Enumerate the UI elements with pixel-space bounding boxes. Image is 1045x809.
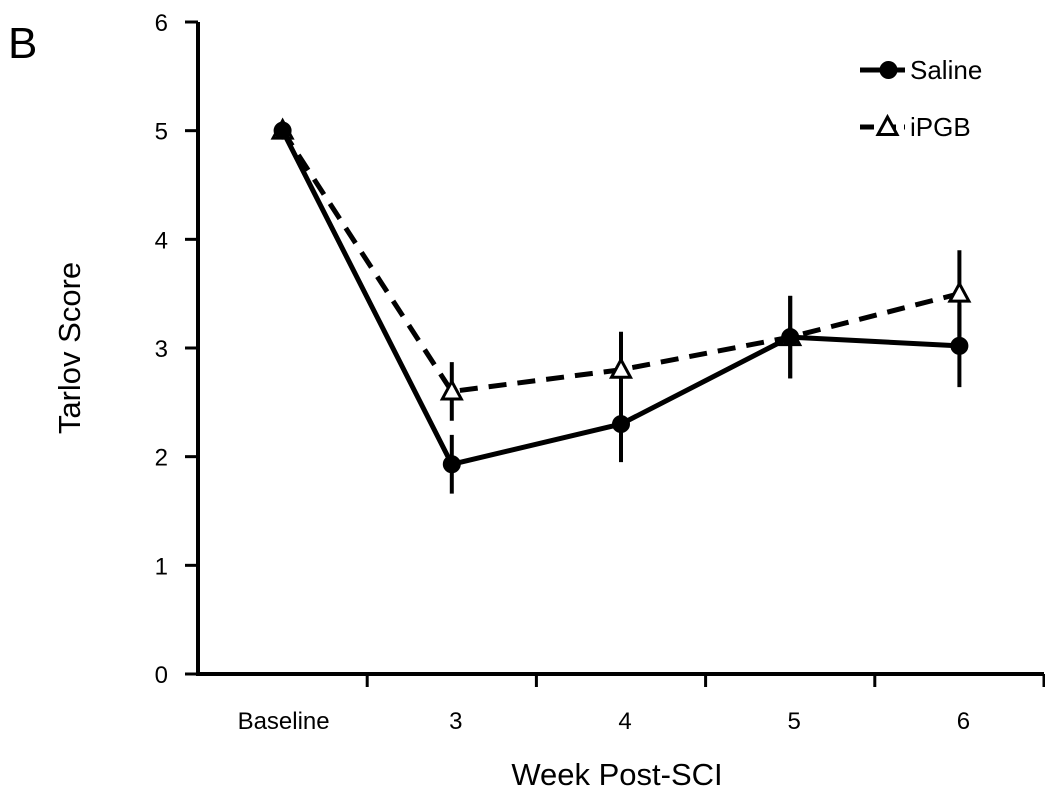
series-layer <box>270 117 972 494</box>
x-axis-title: Week Post-SCI <box>511 757 722 792</box>
y-tick-label: 0 <box>155 662 168 689</box>
x-tick-label: 6 <box>957 708 970 735</box>
y-tick-label: 1 <box>155 553 168 580</box>
data-point <box>612 415 630 434</box>
data-point <box>781 328 800 347</box>
y-tick-label: 4 <box>155 227 168 254</box>
y-tick-label: 5 <box>155 119 168 146</box>
data-point <box>273 121 292 140</box>
panel-label: B <box>8 19 37 68</box>
y-tick-label: 3 <box>155 336 168 363</box>
data-point <box>947 280 972 303</box>
series-points-saline <box>273 121 969 474</box>
legend-entry-saline: Saline <box>860 55 982 85</box>
x-tick-label: Baseline <box>238 708 330 735</box>
x-axis-ticks: Baseline 3 4 5 6 <box>238 674 1045 735</box>
y-axis-ticks: 0 1 2 3 4 5 6 <box>155 10 198 689</box>
data-point <box>608 356 634 379</box>
data-point <box>439 378 464 401</box>
error-bars-ipgb <box>449 250 962 421</box>
y-tick-label: 2 <box>155 445 168 472</box>
error-bars-saline <box>449 295 962 494</box>
data-point <box>442 455 461 474</box>
data-point <box>875 113 900 136</box>
series-points-ipgb <box>270 117 972 401</box>
y-tick-label: 6 <box>155 10 168 37</box>
legend-entry-ipgb: iPGB <box>860 112 971 142</box>
y-axis-title: Tarlov Score <box>52 262 87 434</box>
legend-label: Saline <box>910 55 982 85</box>
legend-label: iPGB <box>910 112 971 142</box>
x-tick-label: 5 <box>788 708 801 735</box>
x-tick-label: 4 <box>618 708 631 735</box>
data-point <box>950 336 969 355</box>
x-tick-label: 3 <box>449 708 462 735</box>
data-point <box>879 61 898 79</box>
legend: Saline iPGB <box>860 55 982 142</box>
